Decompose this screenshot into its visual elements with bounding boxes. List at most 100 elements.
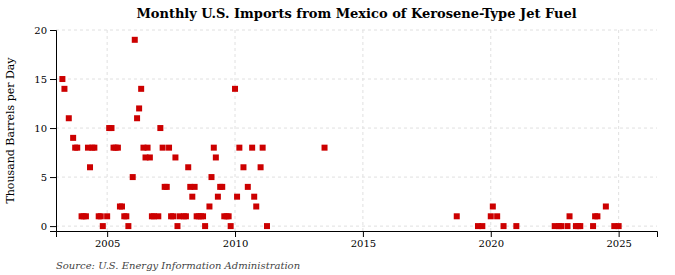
point [258,164,264,170]
tick-mark [50,177,56,178]
point [564,223,570,229]
point [245,184,251,190]
point [479,223,485,229]
point [136,105,142,111]
tick-label: 15 [34,74,47,85]
grid-line-x [362,30,363,231]
grid-line-y [56,79,657,80]
point [160,145,166,151]
tick: 2015 [351,231,376,249]
tick-label: 5 [41,172,47,183]
grid [56,30,657,231]
point [202,223,208,229]
tick: 2005 [95,231,120,249]
tick-label: 2020 [479,238,504,249]
point [174,223,180,229]
point [226,213,232,219]
point [87,164,93,170]
point [119,203,125,209]
tick-mark [107,231,108,237]
point [83,213,89,219]
point [603,203,609,209]
point [322,145,328,151]
point [253,203,259,209]
point [211,145,217,151]
point [206,203,212,209]
point [170,213,176,219]
x-axis: 2005 2010 2015 2020 2025 [57,231,658,249]
tick-mark [235,231,236,237]
point [108,125,114,131]
grid-line-y [56,128,657,129]
point [145,145,151,151]
tick-label: 0 [41,221,47,232]
point [172,154,178,160]
point [228,223,234,229]
tick-mark [50,226,56,227]
title: Monthly U.S. Imports from Mexico of Kero… [136,6,576,21]
tick-mark [50,30,56,31]
point [594,213,600,219]
point [240,164,246,170]
point [232,86,238,92]
tick-label: 2010 [223,238,248,249]
tick-mark [50,128,56,129]
point [200,213,206,219]
point [125,223,131,229]
point [454,213,460,219]
tick-mark [363,231,364,237]
tick-label: 10 [34,123,47,134]
point [74,145,80,151]
tick-mark [491,231,492,237]
tick: 10 [34,123,56,134]
point [213,154,219,160]
point [147,154,153,160]
points [59,37,621,229]
tick-label: 20 [34,25,47,36]
point [134,115,140,121]
point [164,184,170,190]
tick-label: 2015 [351,238,376,249]
point [100,223,106,229]
grid-line-x [235,30,236,231]
tick: 2020 [479,231,504,249]
grid-line-x [618,30,619,231]
point [264,223,270,229]
tick: 5 [41,172,56,183]
point [494,213,500,219]
point [104,213,110,219]
y-axis-label: Thousand Barrels per Day [4,57,17,204]
tick: 20 [34,25,56,36]
point [115,145,121,151]
tick: 2025 [606,231,631,249]
point [501,223,507,229]
tick-label: 2005 [95,238,120,249]
point [189,194,195,200]
grid-line-x [490,30,491,231]
grid-line-y [56,30,657,31]
point [66,115,72,121]
tick: 2010 [223,231,248,249]
point [138,86,144,92]
point [236,145,242,151]
point [577,223,583,229]
grid-line-y [56,177,657,178]
point [91,145,97,151]
point [155,213,161,219]
point [590,223,596,229]
point [234,194,240,200]
point [249,145,255,151]
point [567,213,573,219]
point [616,223,622,229]
tick-mark [619,231,620,237]
point [185,164,191,170]
point [70,135,76,141]
point [215,194,221,200]
point [123,213,129,219]
point [183,213,189,219]
axis-line [50,31,57,232]
point [59,76,65,82]
point [260,145,266,151]
point [132,37,138,43]
point [61,86,67,92]
